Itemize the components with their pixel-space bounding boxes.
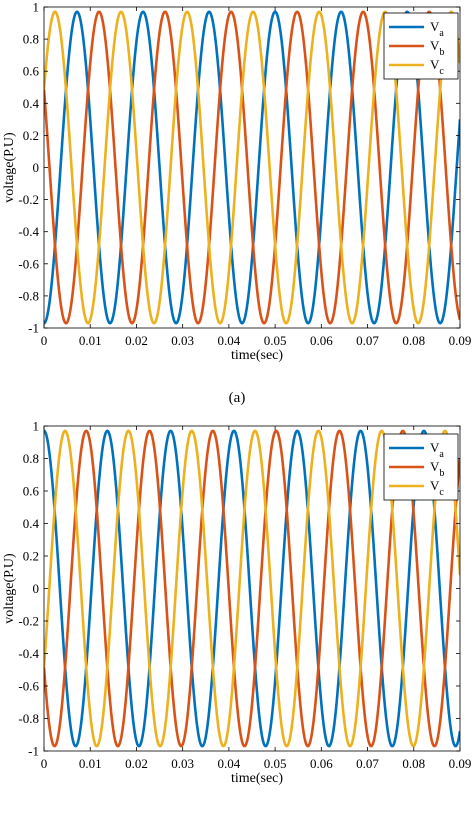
legend-label-vc: Vc	[430, 57, 444, 77]
y-axis-label: voltage(P.U)	[2, 553, 17, 624]
x-tick-label: 0.09	[449, 756, 472, 771]
chart-panel-b: 0 0.01 0.02 0.03 0.04 0.05 0.06 0.07 0.08 0.09 -1 -…	[2, 419, 471, 787]
y-tick-label: -0.2	[18, 614, 39, 629]
y-tick-label: 0.4	[23, 96, 40, 111]
y-tick-label: 0.4	[23, 516, 40, 531]
y-tick-label: 0.2	[23, 549, 39, 564]
legend-label-vb: Vb	[430, 38, 444, 58]
y-tick-label: 0.2	[23, 128, 39, 143]
y-tick-label: -0.4	[18, 646, 39, 661]
x-tick-label: 0.07	[356, 756, 379, 771]
legend-label-va: Va	[430, 19, 444, 39]
y-tick-label: -1	[28, 744, 39, 759]
y-tick-label: 0.8	[23, 451, 39, 466]
series-line-vb	[44, 10, 460, 325]
x-tick-label: 0.09	[449, 333, 472, 348]
series-line-vb	[44, 429, 460, 748]
x-tick-label: 0.01	[79, 333, 102, 348]
x-tick-label: 0.03	[171, 333, 194, 348]
chart-panel-a: 0 0.01 0.02 0.03 0.04 0.05 0.06 0.07 0.08 0.09 -1 -…	[2, 0, 471, 406]
x-tick-label: 0.04	[218, 756, 241, 771]
x-tick-label: 0.07	[356, 333, 379, 348]
y-tick-label: 1	[33, 419, 40, 434]
series-line-va	[44, 429, 460, 748]
x-tick-label: 0.08	[402, 756, 425, 771]
x-tick-label: 0.02	[125, 333, 148, 348]
y-tick-label: -1	[28, 321, 39, 336]
x-tick-label: 0.01	[79, 756, 102, 771]
x-tick-label: 0.06	[310, 756, 333, 771]
y-tick-label: 0.6	[23, 64, 40, 79]
legend-label-va: Va	[430, 440, 444, 460]
x-tick-label: 0.03	[171, 756, 194, 771]
y-tick-label: 0	[33, 160, 40, 175]
x-tick-label: 0.05	[264, 756, 287, 771]
x-axis-label: time(sec)	[231, 771, 283, 786]
x-tick-label: 0.02	[125, 756, 148, 771]
y-tick-label: 0.6	[23, 484, 40, 499]
y-tick-label: -0.6	[18, 679, 39, 694]
y-tick-label: -0.6	[18, 256, 39, 271]
x-tick-label: 0.06	[310, 333, 333, 348]
x-axis-label: time(sec)	[231, 348, 283, 363]
y-tick-label: -0.8	[18, 711, 39, 726]
series-line-va	[44, 10, 460, 325]
legend-label-vc: Vc	[430, 478, 444, 498]
y-tick-label: 1	[33, 0, 40, 15]
x-tick-label: 0	[41, 756, 48, 771]
legend-label-vb: Vb	[430, 459, 444, 479]
y-tick-label: 0	[33, 581, 40, 596]
y-tick-label: -0.2	[18, 192, 39, 207]
panel-caption: (a)	[229, 390, 246, 406]
x-tick-label: 0	[41, 333, 48, 348]
y-tick-label: 0.8	[23, 32, 39, 47]
y-tick-label: -0.8	[18, 288, 39, 303]
x-tick-label: 0.04	[218, 333, 241, 348]
x-tick-label: 0.08	[402, 333, 425, 348]
y-axis-label: voltage(P.U)	[2, 132, 17, 203]
y-tick-label: -0.4	[18, 224, 39, 239]
x-tick-label: 0.05	[264, 333, 287, 348]
